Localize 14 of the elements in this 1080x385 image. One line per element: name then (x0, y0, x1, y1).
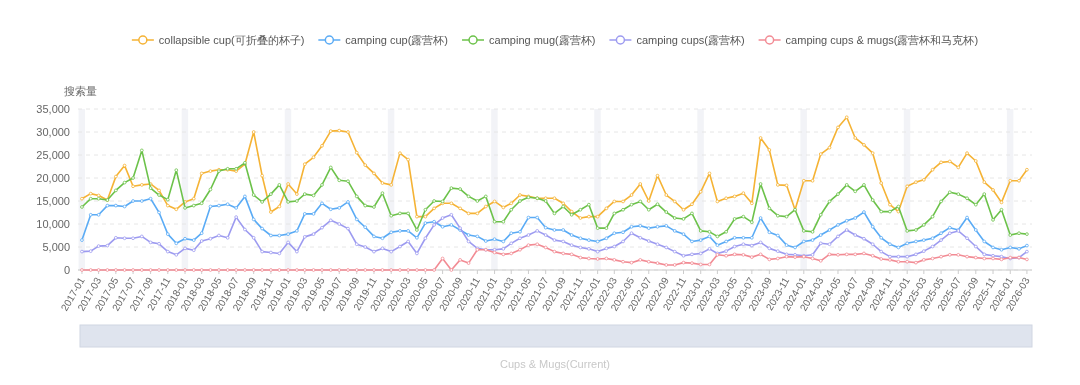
y-tick-label: 10,000 (36, 218, 70, 230)
legend-label: camping cup(露营杯) (345, 34, 449, 46)
legend-label: camping cups & mugs(露营杯和马克杯) (785, 34, 979, 46)
y-tick-label: 30,000 (36, 126, 70, 138)
legend-label: camping mug(露营杯) (489, 34, 596, 46)
legend-label: collapsible cup(可折叠的杯子) (158, 34, 305, 46)
legend-label: camping cups(露营杯) (636, 34, 745, 46)
y-tick-label: 15,000 (36, 195, 70, 207)
y-tick-label: 20,000 (36, 172, 70, 184)
y-axis-title: 搜索量 (64, 85, 97, 97)
y-tick-label: 25,000 (36, 149, 70, 161)
y-tick-label: 0 (63, 264, 70, 276)
y-tick-label: 35,000 (36, 103, 70, 115)
y-tick-label: 5,000 (42, 241, 70, 253)
